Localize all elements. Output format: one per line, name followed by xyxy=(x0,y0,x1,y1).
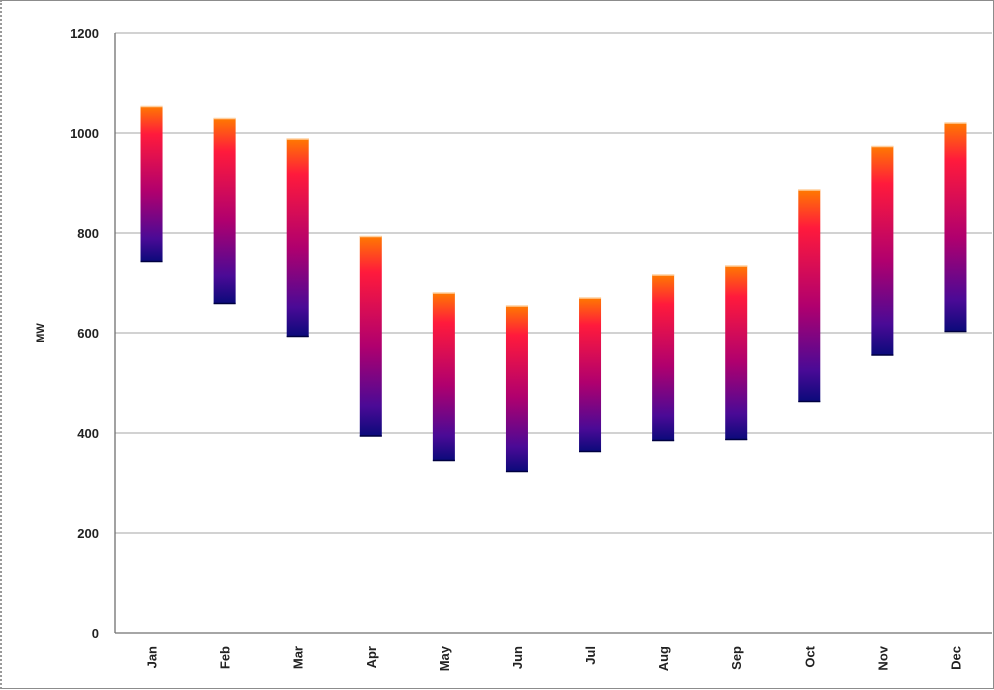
range-bar-may xyxy=(432,292,455,461)
range-bar-jan xyxy=(140,106,163,262)
y-tick-label: 800 xyxy=(77,226,99,241)
range-bar-mar xyxy=(286,138,309,337)
range-bar-dec xyxy=(944,122,967,332)
y-tick-label: 600 xyxy=(77,326,99,341)
x-category-label-sep: Sep xyxy=(729,646,744,670)
axes xyxy=(114,33,992,634)
y-tick-label: 1000 xyxy=(70,126,99,141)
y-tick-label: 1200 xyxy=(70,26,99,41)
x-category-label-nov: Nov xyxy=(875,645,890,670)
x-category-label-oct: Oct xyxy=(802,645,817,667)
x-category-label-jan: Jan xyxy=(145,646,160,668)
x-category-label-feb: Feb xyxy=(218,646,233,669)
x-category-label-may: May xyxy=(437,645,452,671)
x-category-label-mar: Mar xyxy=(291,646,306,669)
range-bar-aug xyxy=(652,274,675,441)
range-bar-jul xyxy=(579,297,602,452)
y-tick-label: 200 xyxy=(77,526,99,541)
labels: 0 200 400 600 800 1000 1200 Jan Feb Mar Apr May Jun J… xyxy=(70,26,963,671)
range-bar-oct xyxy=(798,189,821,402)
bars xyxy=(140,105,967,473)
x-category-label-dec: Dec xyxy=(948,646,963,670)
x-category-label-jun: Jun xyxy=(510,646,525,669)
x-category-label-aug: Aug xyxy=(656,646,671,671)
range-bar-apr xyxy=(359,236,382,437)
range-bar-feb xyxy=(213,118,236,304)
y-axis-title: MW xyxy=(35,323,47,343)
x-category-label-jul: Jul xyxy=(583,646,598,665)
x-category-label-apr: Apr xyxy=(364,646,379,668)
range-bar-nov xyxy=(871,146,894,356)
y-tick-label: 0 xyxy=(92,626,99,641)
y-tick-label: 400 xyxy=(77,426,99,441)
range-bar-jun xyxy=(505,305,528,472)
gridlines xyxy=(115,32,992,534)
range-bar-sep xyxy=(725,265,748,440)
